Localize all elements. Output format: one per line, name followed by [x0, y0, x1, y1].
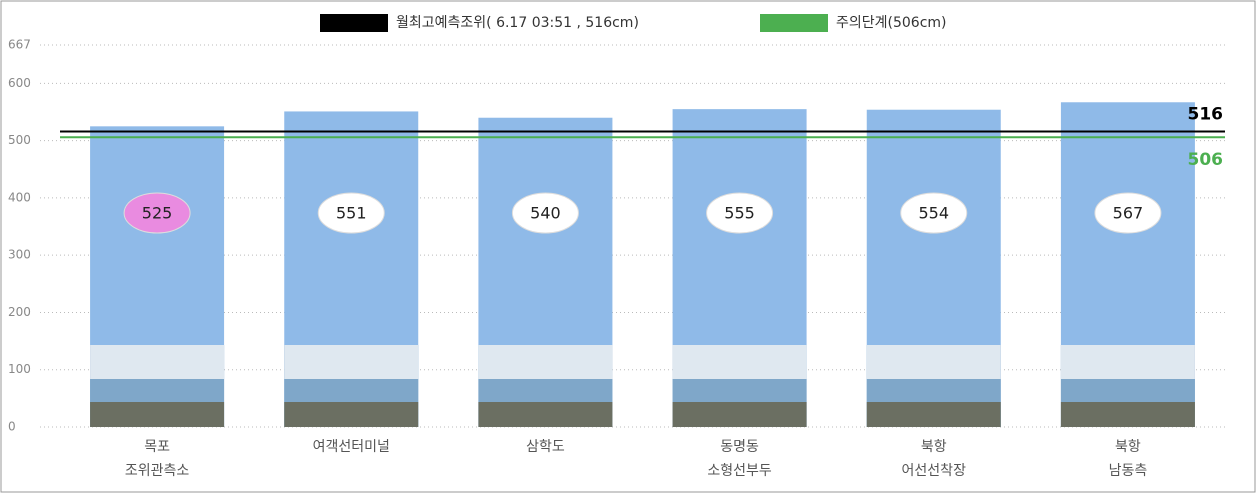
photo-ground — [478, 402, 613, 427]
value-label: 555 — [724, 204, 755, 223]
y-tick-label: 200 — [8, 305, 31, 319]
legend-swatch — [760, 14, 828, 32]
photo-sky — [284, 345, 419, 379]
x-tick-label: 동명동 — [720, 439, 759, 455]
photo-ground — [90, 402, 225, 427]
y-tick-label: 600 — [8, 76, 31, 90]
value-label: 540 — [530, 204, 561, 223]
value-label-bg — [1094, 192, 1162, 234]
x-tick-label: 소형선부두 — [707, 463, 772, 479]
x-tick-label: 어선선착장 — [902, 463, 967, 479]
y-tick-label: 100 — [8, 362, 31, 376]
value-label-bg — [706, 192, 774, 234]
y-tick-label: 500 — [8, 133, 31, 147]
x-tick-label: 여객선터미널 — [313, 439, 390, 455]
x-tick-label: 남동측 — [1109, 463, 1148, 479]
y-tick-label: 0 — [8, 420, 16, 434]
photo-sky — [866, 345, 1001, 379]
photo-ground — [1060, 402, 1195, 427]
value-label-bg — [900, 192, 968, 234]
photo-sky — [90, 345, 225, 379]
legend-entry: 주의단계(506cm) — [836, 15, 947, 31]
value-label: 525 — [142, 204, 173, 223]
x-tick-label: 삼학도 — [526, 439, 565, 455]
photo-sky — [478, 345, 613, 379]
value-label-bg — [511, 192, 579, 234]
x-tick-label: 조위관측소 — [125, 463, 190, 479]
value-label: 554 — [918, 204, 949, 223]
legend-swatch — [320, 14, 388, 32]
photo-sky — [1060, 345, 1195, 379]
photo-sky — [672, 345, 807, 379]
value-label-bg — [317, 192, 385, 234]
y-tick-label: 300 — [8, 248, 31, 262]
value-label-bg — [123, 192, 191, 234]
y-tick-label: 667 — [8, 38, 31, 52]
x-tick-label: 목포 — [144, 439, 170, 455]
reference-label: 506 — [1188, 150, 1224, 170]
photo-ground — [672, 402, 807, 427]
y-tick-label: 400 — [8, 190, 31, 204]
photo-ground — [866, 402, 1001, 427]
x-tick-label: 북항 — [1115, 439, 1141, 455]
value-label: 551 — [336, 204, 367, 223]
photo-ground — [284, 402, 419, 427]
legend-entry: 월최고예측조위( 6.17 03:51 , 516cm) — [396, 15, 639, 31]
value-label: 567 — [1113, 204, 1144, 223]
x-tick-label: 북항 — [921, 439, 947, 455]
reference-label: 516 — [1188, 104, 1224, 124]
